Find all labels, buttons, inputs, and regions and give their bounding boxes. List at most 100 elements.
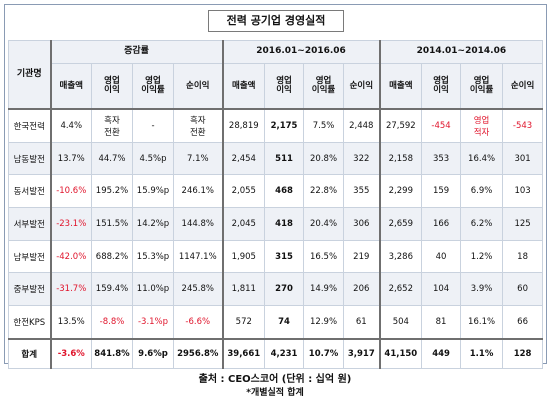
table-cell: 2,652: [379, 272, 423, 307]
table-cell: 영업 적자: [460, 108, 504, 143]
source-caption: 출처 : CEO스코어 (단위 : 십억 원): [198, 374, 352, 385]
table-cell: 2,175: [264, 108, 305, 143]
table-cell: 322: [343, 141, 381, 176]
table-title: 전력 공기업 경영실적: [208, 10, 344, 32]
table-cell: -454: [421, 108, 462, 143]
column-header: 매출액: [222, 63, 266, 110]
table-cell: 103: [502, 174, 544, 209]
table-cell: 144.8%: [172, 207, 224, 241]
table-cell: -: [132, 108, 174, 143]
table-cell: 18: [502, 239, 544, 274]
table-cell: 66: [502, 305, 544, 340]
table-cell: 246.1%: [172, 174, 224, 209]
table-cell: 468: [264, 174, 305, 209]
table-cell: 3,917: [343, 337, 381, 369]
table-cell: 449: [421, 337, 462, 369]
table-cell: 22.8%: [303, 174, 345, 209]
table-cell: 7.1%: [172, 141, 224, 176]
table-cell: 2,299: [379, 174, 423, 209]
table-cell: 44.7%: [91, 141, 133, 176]
institution-name: 남동발전: [8, 141, 52, 176]
table-cell: 6.9%: [460, 174, 504, 209]
header-group-2014: 2014.01~2014.06: [379, 40, 544, 64]
table-cell: 2,055: [222, 174, 266, 209]
table-row: 동서발전 -10.6% 195.2% 15.9%p 246.1% 2,055 468 22.8…: [8, 174, 544, 209]
table-row: 서부발전 -23.1% 151.5% 14.2%p 144.8% 2,045 418 20.4…: [8, 207, 544, 241]
table-cell: 11.0%p: [132, 272, 174, 307]
column-header: 순이익: [502, 63, 544, 110]
table-cell: 40: [421, 239, 462, 274]
table-cell: 28,819: [222, 108, 266, 143]
table-cell: 61: [343, 305, 381, 340]
table-cell: 15.3%p: [132, 239, 174, 274]
table-cell: 3,286: [379, 239, 423, 274]
table-cell: 688.2%: [91, 239, 133, 274]
table-cell: -10.6%: [50, 174, 92, 209]
column-header: 영업 이익: [91, 63, 133, 110]
table-cell: 흑자 전환: [172, 108, 224, 143]
performance-table: 기관명 증감률 2016.01~2016.06 2014.01~2014.06 …: [8, 40, 544, 369]
table-cell: 195.2%: [91, 174, 133, 209]
table-cell: 2,448: [343, 108, 381, 143]
table-cell: 흑자 전환: [91, 108, 133, 143]
table-cell: 104: [421, 272, 462, 307]
table-cell: 841.8%: [91, 337, 133, 369]
institution-name: 한국전력: [8, 108, 52, 143]
table-cell: 27,592: [379, 108, 423, 143]
footnote: *개별실적 합계: [246, 388, 304, 398]
table-row: 한국전력 4.4% 흑자 전환 - 흑자 전환 28,819 2,175 7.5% 2,448 2…: [8, 108, 544, 143]
table-cell: 159.4%: [91, 272, 133, 307]
column-header: 영업 이익률: [460, 63, 504, 110]
table-row: 중부발전 -31.7% 159.4% 11.0%p 245.8% 1,811 270 14.9…: [8, 272, 544, 307]
table-cell: 1,905: [222, 239, 266, 274]
table-cell: 16.4%: [460, 141, 504, 176]
table-cell: 16.1%: [460, 305, 504, 340]
table-cell: 355: [343, 174, 381, 209]
table-cell: 245.8%: [172, 272, 224, 307]
table-cell: 10.7%: [303, 337, 345, 369]
table-cell: 159: [421, 174, 462, 209]
table-cell: 20.4%: [303, 207, 345, 241]
table-cell: -23.1%: [50, 207, 92, 241]
table-cell: 41,150: [379, 337, 423, 369]
table-cell: 301: [502, 141, 544, 176]
column-header: 순이익: [343, 63, 381, 110]
table-cell: 2,045: [222, 207, 266, 241]
table-cell: 1.2%: [460, 239, 504, 274]
table-cell: 2,158: [379, 141, 423, 176]
table-cell: 306: [343, 207, 381, 241]
table-cell: 15.9%p: [132, 174, 174, 209]
header-institution: 기관명: [8, 40, 52, 110]
table-cell: -3.1%p: [132, 305, 174, 340]
table-cell: 2956.8%: [172, 337, 224, 369]
table-cell: 4.5%p: [132, 141, 174, 176]
institution-name: 합계: [8, 337, 52, 369]
table-cell: 4,231: [264, 337, 305, 369]
table-cell: 219: [343, 239, 381, 274]
table-cell: 13.5%: [50, 305, 92, 340]
table-cell: 20.8%: [303, 141, 345, 176]
table-cell: -8.8%: [91, 305, 133, 340]
table-cell: 2,659: [379, 207, 423, 241]
table-cell: 315: [264, 239, 305, 274]
table-cell: -31.7%: [50, 272, 92, 307]
table-cell: -3.6%: [50, 337, 92, 369]
table-row: 한전KPS 13.5% -8.8% -3.1%p -6.6% 572 74 12.9% 61 50…: [8, 305, 544, 340]
table-cell: 16.5%: [303, 239, 345, 274]
total-row: 합계 -3.6% 841.8% 9.6%p 2956.8% 39,661 4,231 10.7…: [8, 337, 544, 369]
table-row: 남부발전 -42.0% 688.2% 15.3%p 1147.1% 1,905 315 16.…: [8, 239, 544, 274]
table-cell: 60: [502, 272, 544, 307]
institution-name: 중부발전: [8, 272, 52, 307]
table-cell: 81: [421, 305, 462, 340]
table-cell: 166: [421, 207, 462, 241]
table-cell: 1.1%: [460, 337, 504, 369]
table-cell: 572: [222, 305, 266, 340]
table-cell: 151.5%: [91, 207, 133, 241]
header-group-2016: 2016.01~2016.06: [222, 40, 381, 64]
table-cell: 3.9%: [460, 272, 504, 307]
column-header: 영업 이익: [264, 63, 305, 110]
column-header: 영업 이익률: [303, 63, 345, 110]
institution-name: 한전KPS: [8, 305, 52, 340]
table-cell: 128: [502, 337, 544, 369]
table-cell: -6.6%: [172, 305, 224, 340]
